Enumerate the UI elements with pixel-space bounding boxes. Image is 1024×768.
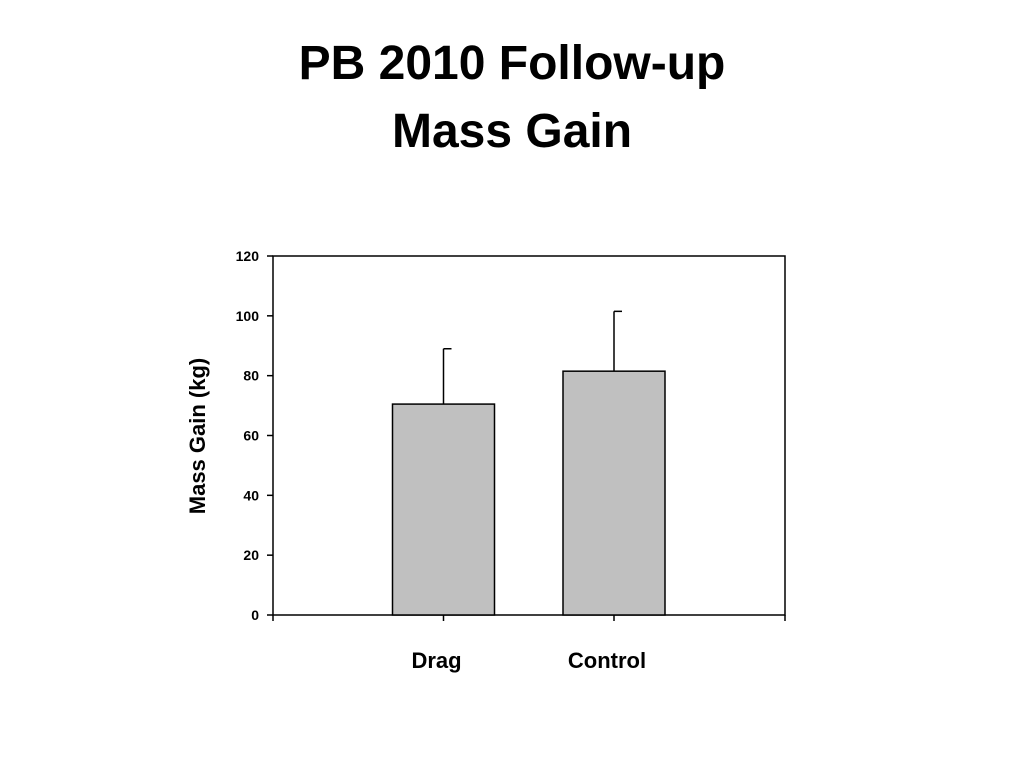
plot-frame [272,255,786,616]
bar-control [562,370,666,616]
y-tick-label: 100 [236,308,260,324]
y-tick-label: 0 [251,607,259,623]
plot-area: 0 20 40 60 80 100 120 Drag Control [236,248,786,673]
slide-title-line-2: Mass Gain [391,105,633,158]
y-tick-label: 80 [243,368,259,384]
y-tick-label: 20 [243,547,259,563]
y-axis-title: Mass Gain (kg) [185,358,210,514]
x-category-label: Drag [411,648,461,673]
y-tick-label: 40 [243,487,259,503]
bar-drag [391,403,496,616]
x-category-label: Control [568,648,646,673]
y-tick-label: 120 [236,248,260,264]
slide-title-line-1: PB 2010 Follow-up [298,37,726,90]
y-tick-label: 60 [243,428,259,444]
